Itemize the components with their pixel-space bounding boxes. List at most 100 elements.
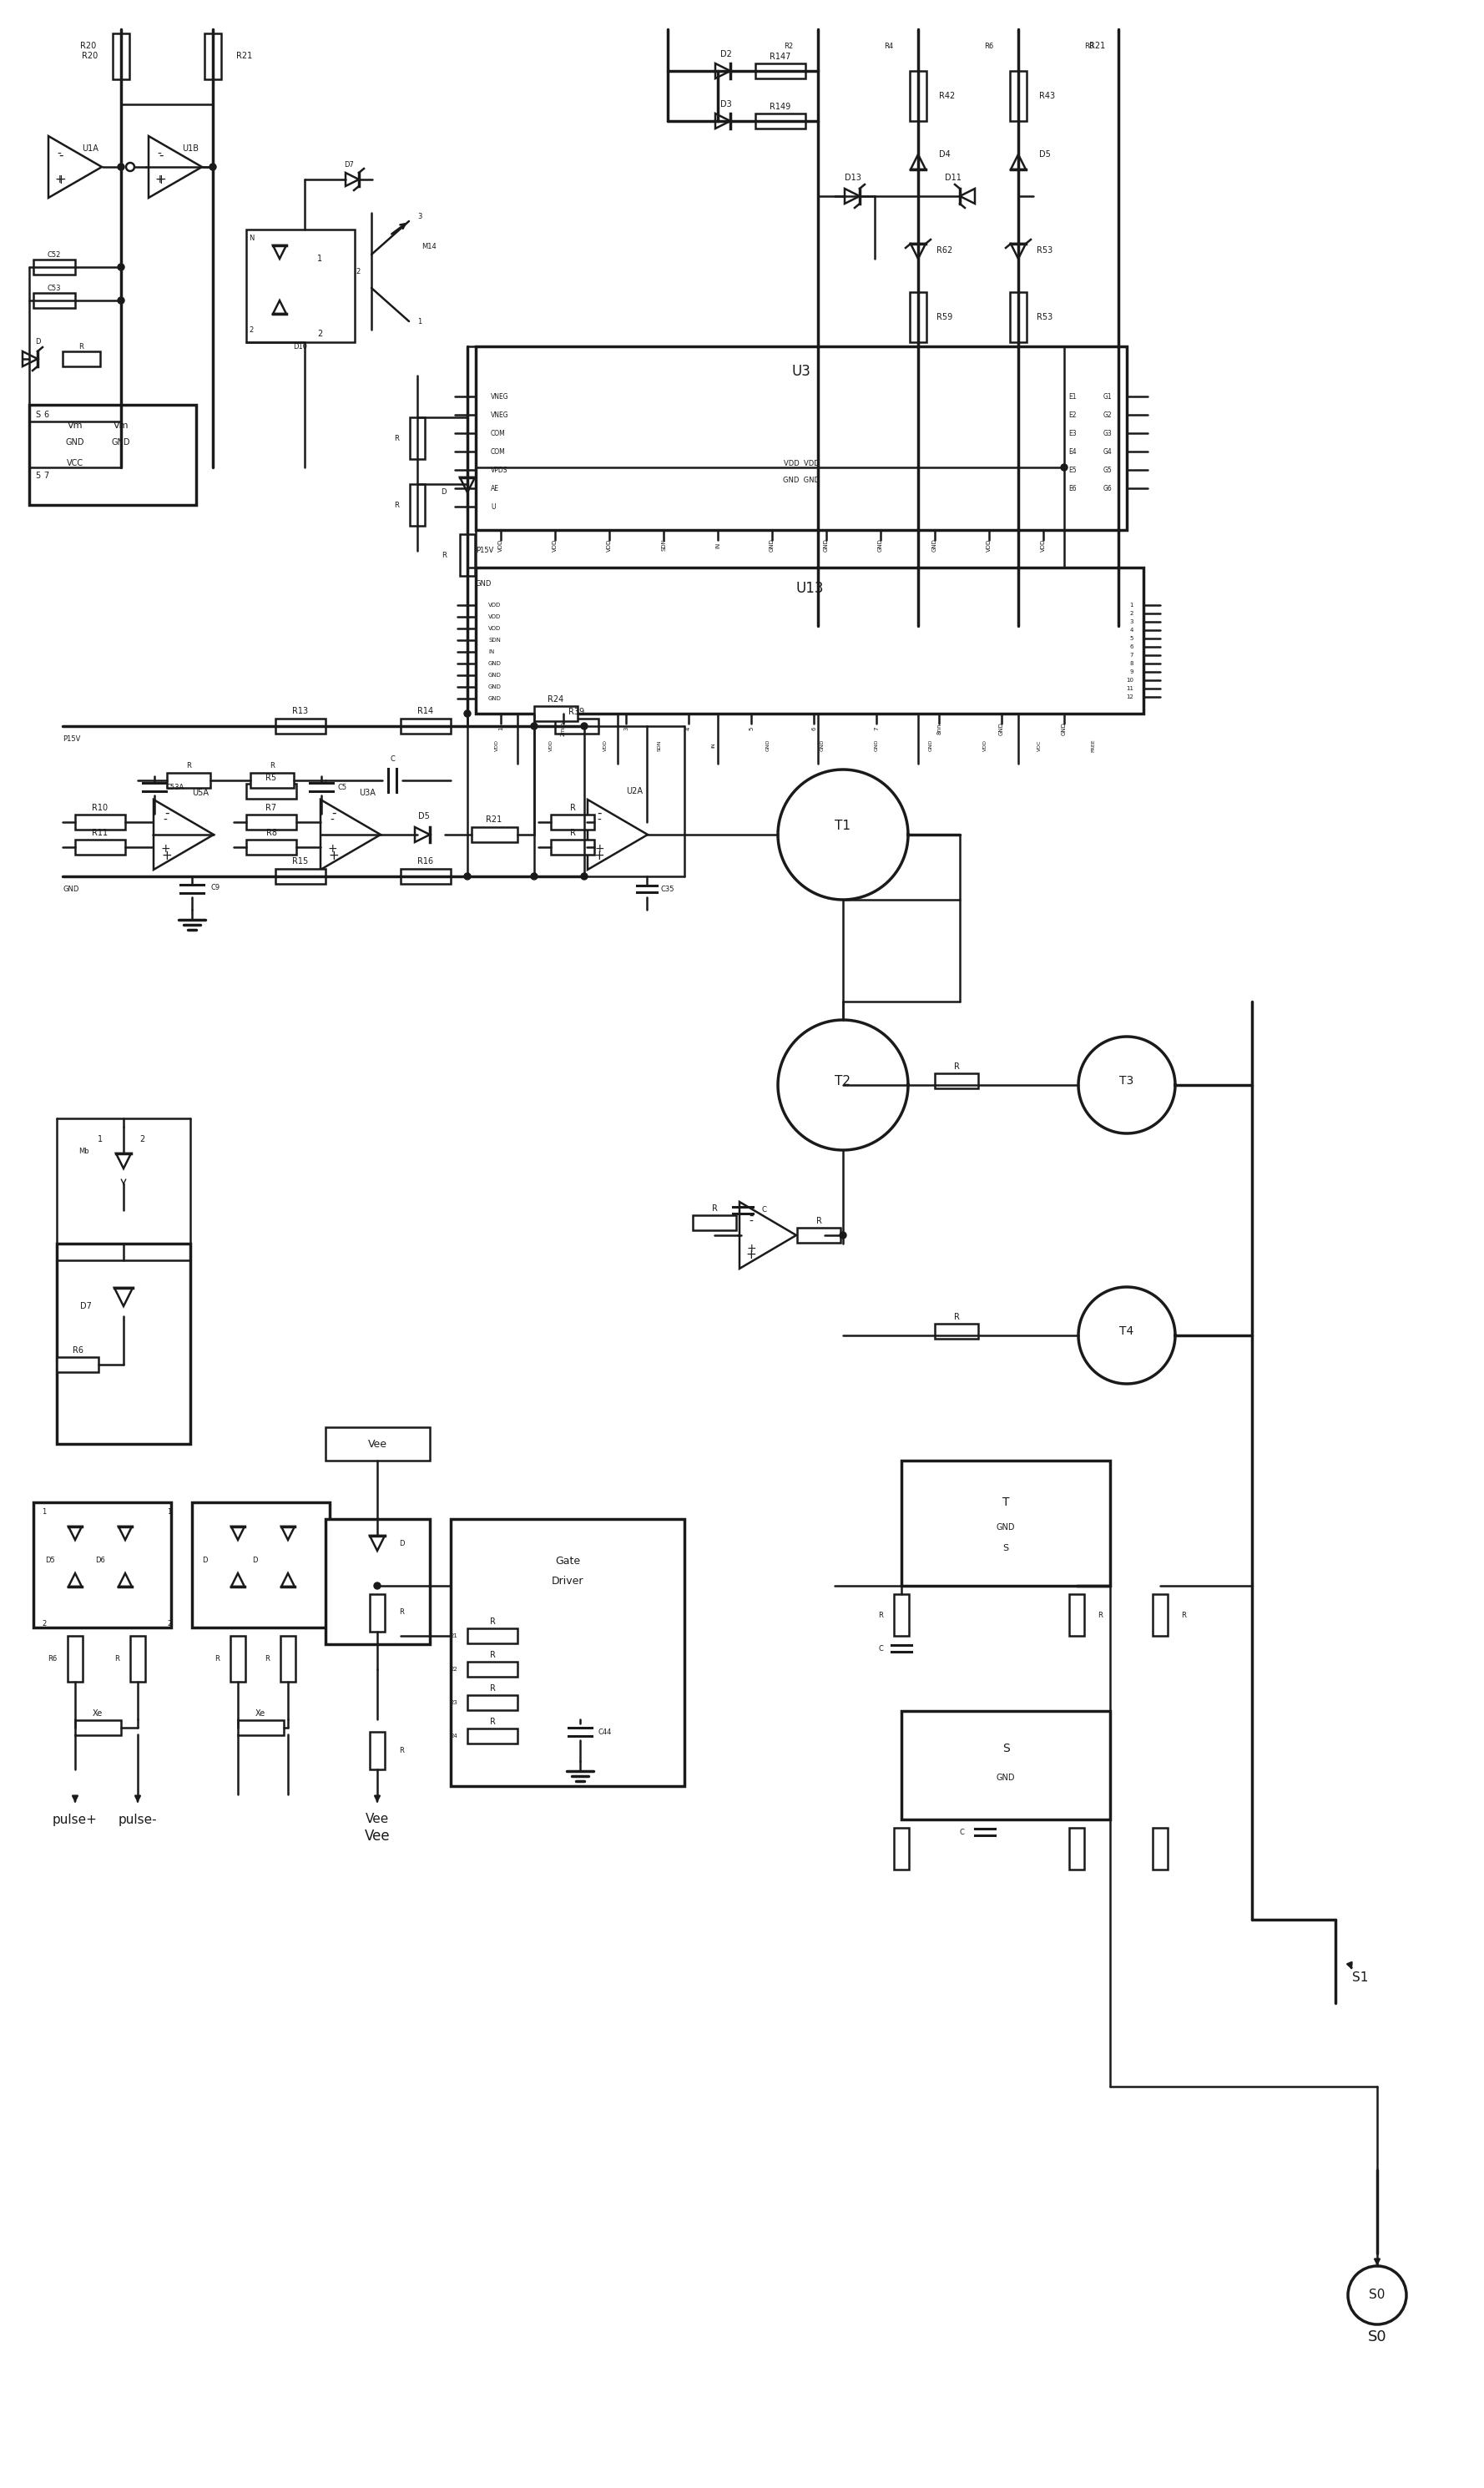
Bar (901, 1712, 1110, 1819)
Bar (166, 774, 211, 789)
Text: VDD: VDD (603, 739, 607, 751)
Circle shape (117, 264, 125, 271)
Text: R: R (1098, 1612, 1103, 1620)
Bar (410, 418, 424, 460)
Text: Xe: Xe (92, 1709, 102, 1717)
Text: R: R (114, 1655, 119, 1662)
Bar (910, 291, 926, 343)
Polygon shape (911, 154, 926, 169)
Bar (755, 114, 806, 129)
Text: +: + (160, 843, 171, 856)
Text: -: - (59, 149, 64, 162)
Text: R11: R11 (92, 829, 108, 836)
Text: +: + (55, 174, 64, 184)
Text: VDD: VDD (1040, 537, 1046, 552)
Text: D6: D6 (95, 1557, 105, 1565)
Text: VDD: VDD (549, 739, 554, 751)
Text: D: D (399, 1540, 404, 1548)
Text: R21: R21 (487, 816, 502, 824)
Text: IN: IN (488, 649, 494, 654)
Polygon shape (739, 1202, 797, 1269)
Text: C53: C53 (47, 284, 61, 291)
Bar (56, 1356, 98, 1371)
Text: D5: D5 (1039, 149, 1051, 159)
Text: R43: R43 (1039, 92, 1055, 100)
Text: Mb: Mb (79, 1147, 89, 1154)
Bar (467, 1729, 518, 1744)
Bar (370, 1595, 384, 1632)
Text: 6: 6 (43, 411, 49, 418)
Text: D3: D3 (720, 100, 732, 109)
Text: S1: S1 (1352, 1973, 1368, 1985)
Bar (693, 1214, 736, 1229)
Text: R: R (490, 1717, 496, 1727)
Text: Vee: Vee (365, 1814, 389, 1826)
Text: R59: R59 (936, 313, 953, 321)
Text: R7: R7 (266, 804, 276, 811)
Text: +: + (55, 174, 67, 187)
Polygon shape (460, 478, 475, 493)
Text: R: R (395, 435, 399, 443)
Polygon shape (282, 1528, 295, 1540)
Text: GND: GND (65, 438, 85, 445)
Bar (68, 1635, 83, 1682)
Text: VDD: VDD (488, 627, 502, 632)
Bar (205, 32, 221, 80)
Text: 6: 6 (1129, 644, 1134, 649)
Text: R: R (816, 1217, 822, 1224)
Bar (1153, 1829, 1168, 1868)
Text: -: - (331, 806, 337, 819)
Text: -: - (749, 1209, 754, 1222)
Text: Xe: Xe (255, 1709, 266, 1717)
Polygon shape (153, 799, 214, 871)
Circle shape (464, 873, 470, 881)
Text: R21: R21 (236, 52, 252, 60)
Text: G6: G6 (1103, 485, 1112, 493)
Text: C52: C52 (47, 251, 61, 259)
Text: +: + (328, 843, 337, 856)
Text: T3: T3 (1119, 1075, 1134, 1087)
Text: 8nn: 8nn (936, 724, 941, 734)
Text: C: C (390, 756, 395, 764)
Circle shape (464, 709, 470, 717)
Text: -: - (157, 149, 162, 159)
Bar (910, 72, 926, 122)
Polygon shape (119, 1572, 132, 1587)
Text: C: C (879, 1645, 883, 1652)
Text: D: D (202, 1557, 208, 1565)
Bar (1011, 72, 1027, 122)
Text: +: + (162, 851, 172, 863)
Text: 6: 6 (812, 726, 816, 731)
Text: C9: C9 (211, 883, 220, 891)
Text: D: D (441, 488, 447, 495)
Text: VNEG: VNEG (491, 393, 509, 401)
Circle shape (1347, 2267, 1407, 2324)
Text: -: - (749, 1217, 754, 1227)
Text: R: R (186, 761, 191, 769)
Text: GND: GND (62, 886, 79, 893)
Bar (467, 1694, 518, 1709)
Text: R: R (270, 761, 275, 769)
Text: R: R (490, 1617, 496, 1625)
Polygon shape (960, 189, 975, 204)
Text: R8: R8 (1083, 42, 1094, 50)
Text: COM: COM (491, 448, 506, 455)
Text: D2: D2 (720, 50, 732, 57)
Text: R: R (570, 829, 576, 836)
Text: N: N (249, 234, 254, 241)
Text: 2: 2 (42, 1620, 46, 1627)
Text: 2: 2 (1129, 612, 1134, 617)
Text: R: R (570, 804, 576, 811)
Text: -: - (58, 149, 61, 159)
Text: GND: GND (488, 684, 502, 689)
Text: FREE: FREE (1091, 739, 1095, 751)
Text: -: - (163, 814, 168, 826)
Text: VDD: VDD (488, 615, 502, 620)
Text: P15V: P15V (476, 547, 494, 555)
Text: 3: 3 (1129, 620, 1134, 624)
Bar (472, 826, 518, 841)
Bar (893, 1595, 908, 1635)
Bar (1068, 1595, 1085, 1635)
Text: pulse+: pulse+ (52, 1814, 98, 1826)
Text: U13: U13 (795, 580, 824, 597)
